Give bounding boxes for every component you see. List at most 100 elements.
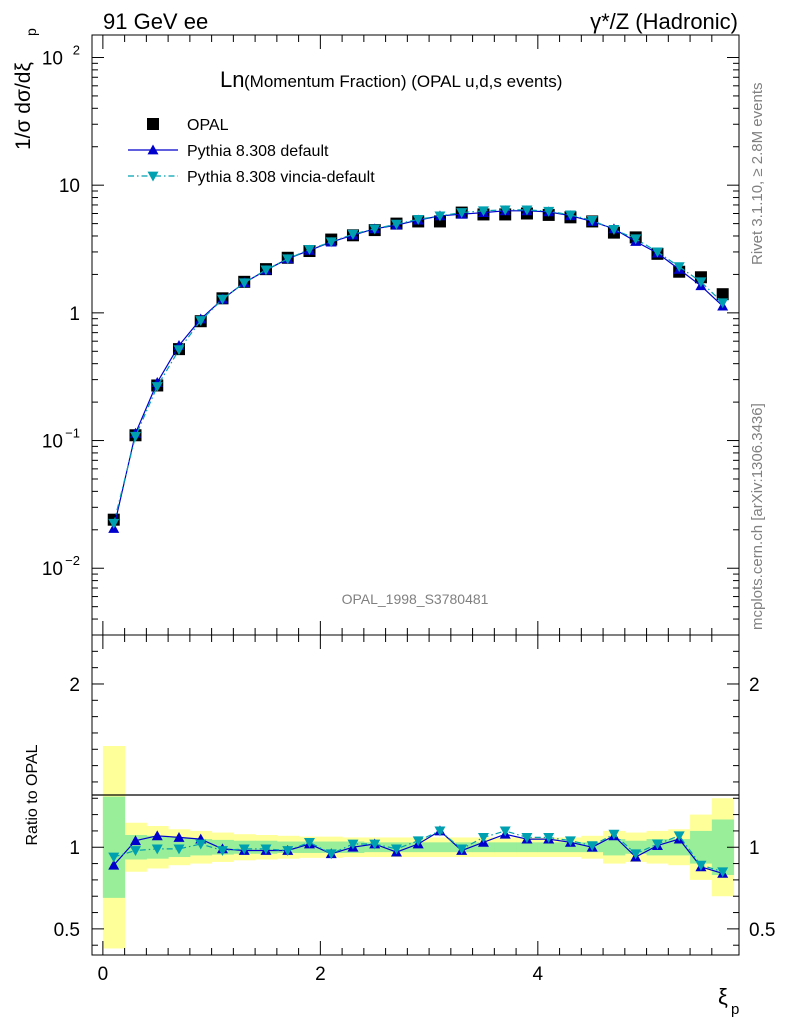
ratio-data-point bbox=[369, 839, 381, 850]
main-y-tick-label: 10 bbox=[42, 432, 63, 453]
data-point bbox=[543, 206, 555, 217]
x-axis-subscript: p bbox=[731, 1001, 739, 1018]
ratio-y-tick-label: 1 bbox=[69, 838, 80, 859]
inner-band-bin bbox=[559, 842, 582, 853]
ratio-data-point bbox=[695, 860, 707, 871]
ratio-data-point bbox=[543, 833, 555, 843]
ratio-data-point bbox=[390, 844, 402, 855]
inner-band-bin bbox=[320, 841, 343, 853]
data-point bbox=[390, 219, 402, 230]
inner-band-bin bbox=[690, 830, 713, 864]
ratio-data-point bbox=[303, 837, 315, 848]
data-point bbox=[151, 382, 163, 393]
main-y-axis-title: 1/σ dσ/dξ p bbox=[12, 28, 39, 150]
main-y-tick-label: 10 bbox=[42, 48, 63, 69]
data-point bbox=[129, 431, 141, 442]
ratio-data-point bbox=[586, 841, 598, 852]
main-y-axis-subscript: p bbox=[23, 28, 39, 36]
series-line bbox=[113, 209, 724, 524]
main-y-axis-label: 1/σ dσ/dξ bbox=[12, 62, 35, 150]
series-line bbox=[113, 210, 724, 529]
header-right-label: γ*/Z (Hadronic) bbox=[590, 9, 738, 34]
data-point bbox=[260, 265, 272, 276]
main-y-tick-label: 10 bbox=[42, 559, 63, 580]
ratio-data-point bbox=[129, 835, 141, 846]
ratio-data-point bbox=[521, 833, 533, 843]
inner-band-bin bbox=[472, 842, 495, 853]
legend-item: Pythia 8.308 default bbox=[128, 143, 329, 160]
inner-band-bin bbox=[516, 842, 539, 853]
main-series bbox=[107, 205, 729, 533]
ratio-data-point bbox=[608, 829, 620, 840]
ratio-series-triangle-down bbox=[108, 826, 729, 878]
legend-marker bbox=[147, 144, 159, 155]
inner-band-bin bbox=[429, 842, 452, 853]
data-point bbox=[521, 205, 533, 216]
ratio-data-point bbox=[630, 849, 642, 860]
ratio-data-point bbox=[412, 836, 424, 847]
data-point bbox=[347, 229, 359, 240]
legend-item: OPAL bbox=[147, 117, 229, 134]
inner-band-bin bbox=[537, 842, 561, 853]
data-point bbox=[303, 245, 315, 255]
ratio-data-point bbox=[173, 831, 185, 842]
ratio-y-tick-label: 0.5 bbox=[54, 920, 80, 941]
ratio-data-point bbox=[260, 844, 272, 855]
ratio-data-point bbox=[151, 844, 163, 855]
main-y-tick-label: 10 bbox=[59, 176, 80, 197]
inner-band-bin bbox=[624, 840, 648, 854]
analysis-watermark: OPAL_1998_S3780481 bbox=[342, 591, 489, 607]
data-point bbox=[586, 215, 598, 226]
data-point bbox=[216, 294, 228, 305]
ratio-y-tick-label-right: 2 bbox=[749, 675, 760, 696]
ratio-data-point bbox=[651, 839, 663, 850]
ratio-data-point bbox=[673, 831, 685, 842]
data-point bbox=[630, 234, 642, 245]
data-point bbox=[716, 288, 729, 301]
ratio-data-point bbox=[477, 833, 489, 843]
main-y-tick-exponent: −2 bbox=[65, 553, 80, 568]
header-left-label: 91 GeV ee bbox=[103, 9, 208, 34]
ratio-data-point bbox=[717, 867, 729, 878]
ratio-data-point bbox=[108, 859, 120, 870]
data-point bbox=[412, 214, 424, 225]
data-point bbox=[369, 224, 381, 235]
ratio-data-point bbox=[325, 849, 337, 860]
series-square bbox=[107, 206, 729, 526]
main-y-tick-exponent: 2 bbox=[73, 42, 80, 57]
data-point bbox=[238, 278, 250, 289]
ratio-data-point bbox=[456, 844, 468, 855]
data-point bbox=[717, 298, 729, 309]
main-y-tick-label: 1 bbox=[69, 304, 80, 325]
data-point bbox=[108, 518, 120, 529]
inner-band-bin bbox=[102, 796, 126, 898]
data-point bbox=[325, 237, 337, 248]
x-tick-label: 2 bbox=[315, 964, 326, 985]
ratio-data-point bbox=[282, 846, 294, 857]
ratio-data-point bbox=[129, 846, 141, 857]
x-tick-label: 4 bbox=[533, 964, 544, 985]
ratio-data-point bbox=[151, 830, 163, 841]
ratio-plot-frame bbox=[91, 634, 740, 956]
ratio-data-point bbox=[173, 844, 185, 855]
ratio-y-tick-label-right: 1 bbox=[749, 838, 760, 859]
x-tick-label: 0 bbox=[98, 964, 109, 985]
ratio-data-point bbox=[347, 839, 359, 850]
legend-label: Pythia 8.308 default bbox=[187, 143, 329, 160]
data-point bbox=[499, 205, 511, 216]
legend-label: Pythia 8.308 vincia-default bbox=[187, 169, 375, 186]
legend-marker bbox=[147, 171, 159, 182]
data-point bbox=[608, 225, 620, 235]
ratio-data-point bbox=[564, 836, 576, 847]
series-triangle-up bbox=[108, 205, 729, 533]
data-point bbox=[651, 247, 663, 258]
ratio-data-point bbox=[499, 826, 511, 837]
data-point bbox=[564, 210, 576, 221]
data-point bbox=[456, 208, 468, 219]
ratio-series bbox=[108, 825, 729, 878]
ratio-data-point bbox=[108, 852, 120, 863]
data-point bbox=[695, 277, 707, 288]
ratio-plot: 0.5 0.5 1 1 2 2 0 2 4 Ratio to OPAL ξ p bbox=[24, 634, 775, 1018]
